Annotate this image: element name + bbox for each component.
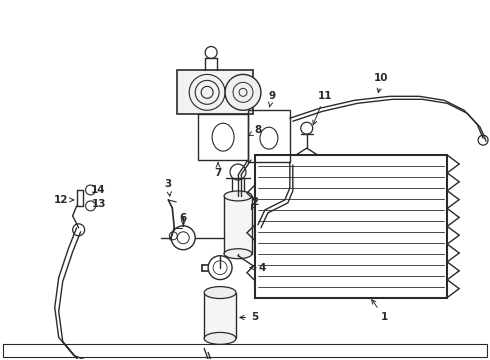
Ellipse shape [204, 287, 236, 298]
Bar [224, 196, 252, 254]
Bar [3, 345, 487, 357]
Text: 3: 3 [165, 179, 172, 196]
Bar [255, 155, 447, 298]
Text: 8: 8 [249, 125, 262, 136]
Text: 5: 5 [240, 312, 259, 323]
Bar [177, 71, 253, 114]
Text: 1: 1 [372, 300, 388, 323]
Text: 2: 2 [251, 197, 259, 210]
Text: 6: 6 [180, 213, 187, 226]
Text: 11: 11 [313, 91, 332, 125]
Text: 14: 14 [91, 185, 106, 195]
Bar [248, 110, 290, 162]
Text: 4: 4 [250, 263, 266, 273]
Ellipse shape [204, 332, 236, 345]
Text: 7: 7 [215, 162, 222, 178]
Text: 10: 10 [374, 73, 389, 93]
Bar [198, 114, 248, 160]
Circle shape [225, 75, 261, 110]
Text: 12: 12 [53, 195, 74, 205]
Text: 9: 9 [269, 91, 275, 107]
Bar [204, 293, 236, 338]
Ellipse shape [224, 191, 252, 201]
Text: 13: 13 [91, 199, 106, 209]
Ellipse shape [224, 249, 252, 259]
